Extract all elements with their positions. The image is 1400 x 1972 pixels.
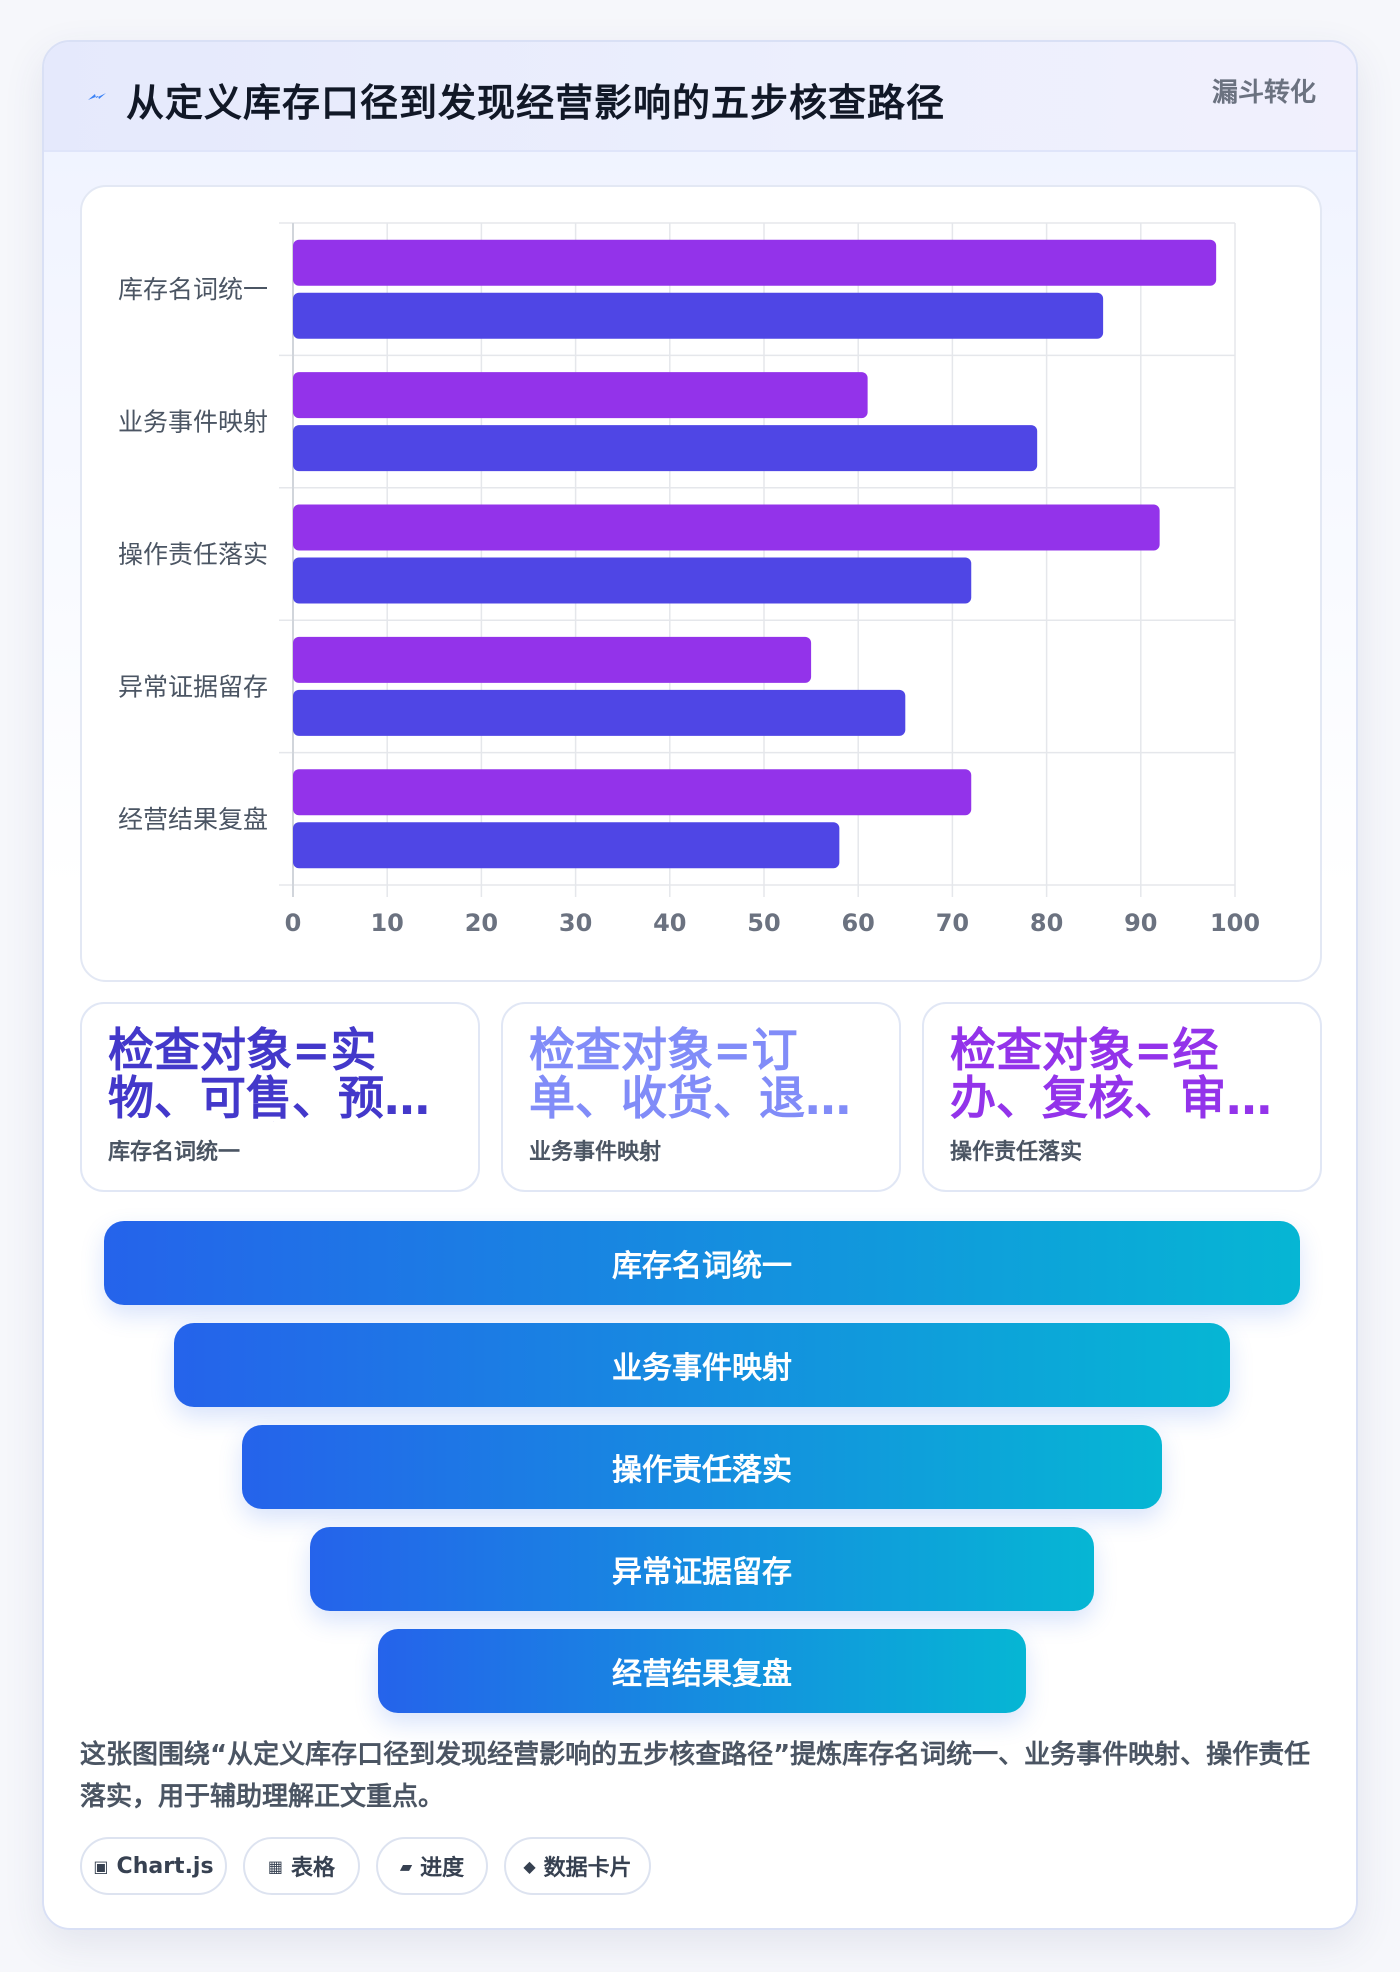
x-tick-label: 80 [1030, 909, 1063, 937]
chip-label: Chart.js [116, 1853, 214, 1879]
funnel-step-4: 异常证据留存 [310, 1527, 1094, 1611]
chart-description: 这张图围绕“从定义库存口径到发现经营影响的五步核查路径”提炼库存名词统一、业务事… [80, 1740, 1311, 1812]
funnel-step-3: 操作责任落实 [242, 1425, 1162, 1509]
x-tick-label: 40 [653, 909, 686, 937]
kpi-value: 检查对象=经办、复核、审批人员 [950, 1026, 1272, 1122]
x-tick-label: 60 [841, 909, 874, 937]
chart-type-tag: 漏斗转化 [1211, 78, 1316, 108]
kpi-label: 业务事件映射 [529, 1140, 662, 1165]
x-tick-label: 0 [285, 909, 302, 937]
funnel-step-5: 经营结果复盘 [378, 1629, 1026, 1713]
bar-series-2 [293, 689, 906, 736]
bar-series-1 [293, 504, 1160, 551]
kpi-card-3: 检查对象=经办、复核、审批人员 操作责任落实 [922, 1002, 1322, 1192]
diamond-icon: ◆ [523, 1856, 536, 1876]
chip-label: 数据卡片 [543, 1856, 632, 1881]
funnel-step-1: 库存名词统一 [104, 1221, 1300, 1305]
bar-series-1 [293, 636, 812, 683]
x-tick-label: 70 [936, 909, 969, 937]
y-category-label: 操作责任落实 [118, 540, 268, 569]
y-category-label: 经营结果复盘 [118, 805, 268, 834]
bar-chart-panel: 0 10 20 30 40 50 60 70 80 90 100 库存名词统一 业务事件映射 操作责任落实… [80, 185, 1322, 982]
chip-data-card[interactable]: ◆ 数据卡片 [504, 1837, 651, 1895]
progress-icon: ▰ [399, 1856, 413, 1876]
x-tick-label: 30 [559, 909, 592, 937]
kpi-label: 库存名词统一 [108, 1140, 241, 1165]
bar-series-2 [293, 425, 1038, 472]
table-icon: ▦ [267, 1856, 284, 1876]
bar-series-1 [293, 239, 1217, 286]
chip-label: 表格 [291, 1856, 336, 1881]
bar-series-2 [293, 292, 1104, 339]
chip-label: 进度 [420, 1856, 465, 1881]
chip-progress[interactable]: ▰ 进度 [376, 1837, 488, 1895]
bar-series-1 [293, 372, 868, 419]
x-tick-label: 50 [747, 909, 780, 937]
funnel-step-2: 业务事件映射 [174, 1323, 1230, 1407]
kpi-card-1: 检查对象=实物、可售、预占、在途与冻结库存 库存名词统一 [80, 1002, 480, 1192]
chart-icon: ▣ [93, 1856, 109, 1876]
bar-series-2 [293, 822, 840, 869]
kpi-value: 检查对象=实物、可售、预占、在途与冻结库存 [108, 1026, 384, 1122]
bar-series-2 [293, 557, 972, 604]
x-tick-label: 90 [1124, 909, 1157, 937]
x-tick-label: 100 [1210, 909, 1260, 937]
lightning-icon [88, 93, 106, 100]
page-title: 从定义库存口径到发现经营影响的五步核查路径 [126, 81, 946, 125]
kpi-label: 操作责任落实 [950, 1140, 1083, 1165]
bar-chart: 0 10 20 30 40 50 60 70 80 90 100 库存名词统一业务事件映射操作责任落实… [118, 222, 1260, 937]
card-header: 从定义库存口径到发现经营影响的五步核查路径 漏斗转化 [44, 42, 1356, 152]
kpi-card-2: 检查对象=订单、收货、退货与调拨单据 业务事件映射 [501, 1002, 901, 1192]
y-category-label: 库存名词统一 [118, 275, 268, 304]
y-category-label: 异常证据留存 [118, 672, 268, 701]
chip-chartjs[interactable]: ▣ Chart.js [80, 1837, 227, 1895]
kpi-value: 检查对象=订单、收货、退货与调拨单据 [529, 1026, 851, 1122]
chip-table[interactable]: ▦ 表格 [243, 1837, 360, 1895]
x-tick-label: 10 [370, 909, 403, 937]
x-tick-label: 20 [465, 909, 498, 937]
y-category-label: 业务事件映射 [118, 408, 268, 437]
bar-series-1 [293, 769, 972, 816]
infographic-card: 从定义库存口径到发现经营影响的五步核查路径 漏斗转化 0 10 20 30 40 50 60… [42, 40, 1358, 1930]
